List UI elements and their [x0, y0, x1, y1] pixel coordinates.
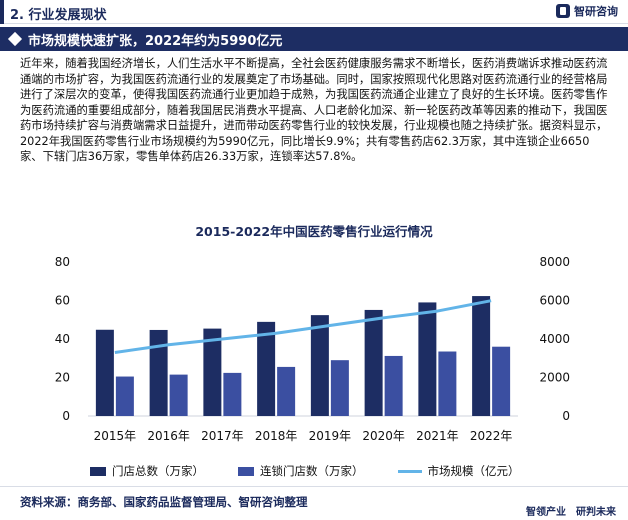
bar-chain-stores — [438, 351, 457, 416]
x-axis-tick-label: 2019年 — [309, 429, 352, 443]
bar-chain-stores — [384, 355, 403, 416]
legend-item-chain-stores: 连锁门店数（万家） — [238, 463, 364, 479]
x-axis-tick-label: 2021年 — [416, 429, 459, 443]
top-bar: 2. 行业发展现状 智研咨询 — [0, 0, 628, 24]
diamond-icon — [7, 31, 23, 47]
legend-swatch-market-size — [397, 469, 422, 473]
left-axis-tick-label: 20 — [55, 371, 70, 385]
legend-swatch-stores-total — [90, 466, 106, 476]
brand-logo: 智研咨询 — [556, 3, 618, 19]
legend-item-stores-total: 门店总数（万家） — [90, 463, 204, 479]
bar-stores-total — [472, 296, 491, 416]
left-axis-tick-label: 0 — [62, 409, 70, 423]
left-axis-tick-label: 80 — [55, 255, 70, 269]
bar-stores-total — [95, 329, 114, 416]
brand-logo-text: 智研咨询 — [574, 5, 618, 18]
x-axis-tick-label: 2018年 — [255, 429, 298, 443]
bar-chain-stores — [492, 346, 511, 416]
bar-chain-stores — [223, 372, 242, 416]
legend-swatch-chain-stores — [238, 466, 254, 476]
chart-legend: 门店总数（万家） 连锁门店数（万家） 市场规模（亿元） — [90, 463, 554, 479]
section-title: 2. 行业发展现状 — [10, 8, 107, 23]
bar-chain-stores — [277, 366, 296, 416]
bar-stores-total — [364, 309, 383, 416]
chart-title: 2015-2022年中国医药零售行业运行情况 — [195, 224, 433, 239]
bar-stores-total — [257, 321, 276, 416]
bar-stores-total — [149, 329, 168, 416]
bar-stores-total — [418, 302, 437, 416]
left-axis-tick-label: 60 — [55, 294, 70, 308]
x-axis-tick-label: 2016年 — [147, 429, 190, 443]
footer: 资料来源：商务部、国家药品监督管理局、智研咨询整理 智领产业 研判未来 — [0, 486, 628, 520]
legend-item-market-size: 市场规模（亿元） — [397, 463, 520, 479]
bar-chain-stores — [169, 374, 188, 416]
combo-chart: 0 20 40 60 80 0 2000 4000 6000 8000 2015年 2016年 2017… — [55, 255, 570, 443]
legend-label-stores-total: 门店总数（万家） — [112, 464, 204, 478]
body-paragraph: 近年来，随着我国经济增长，人们生活水平不断提高，全社会医药健康服务需求不断增长，… — [20, 57, 608, 163]
accent-stripe — [0, 0, 4, 24]
brand-logo-icon — [556, 4, 570, 18]
bar-stores-total — [310, 315, 329, 416]
line-market-size — [114, 299, 492, 354]
source-note: 资料来源：商务部、国家药品监督管理局、智研咨询整理 — [20, 495, 308, 509]
left-axis-tick-label: 40 — [55, 332, 70, 346]
headline-title: 市场规模快速扩张，2022年约为5990亿元 — [28, 34, 283, 49]
legend-label-chain-stores: 连锁门店数（万家） — [260, 464, 364, 478]
right-axis-tick-label: 2000 — [539, 371, 570, 385]
right-axis-tick-label: 4000 — [539, 332, 570, 346]
bar-chain-stores — [330, 360, 349, 416]
bar-stores-total — [203, 328, 222, 416]
right-axis-tick-label: 6000 — [539, 294, 570, 308]
right-axis-tick-label: 0 — [562, 409, 570, 423]
bar-chain-stores — [115, 376, 134, 416]
headline-banner: 市场规模快速扩张，2022年约为5990亿元 — [0, 27, 628, 51]
x-axis-tick-label: 2017年 — [201, 429, 244, 443]
x-axis-tick-label: 2022年 — [470, 429, 513, 443]
brand-slogan: 智领产业 研判未来 — [526, 507, 616, 518]
legend-label-market-size: 市场规模（亿元） — [427, 464, 520, 478]
right-axis-tick-label: 8000 — [539, 255, 570, 269]
x-axis-tick-label: 2015年 — [94, 429, 137, 443]
x-axis-tick-label: 2020年 — [362, 429, 405, 443]
